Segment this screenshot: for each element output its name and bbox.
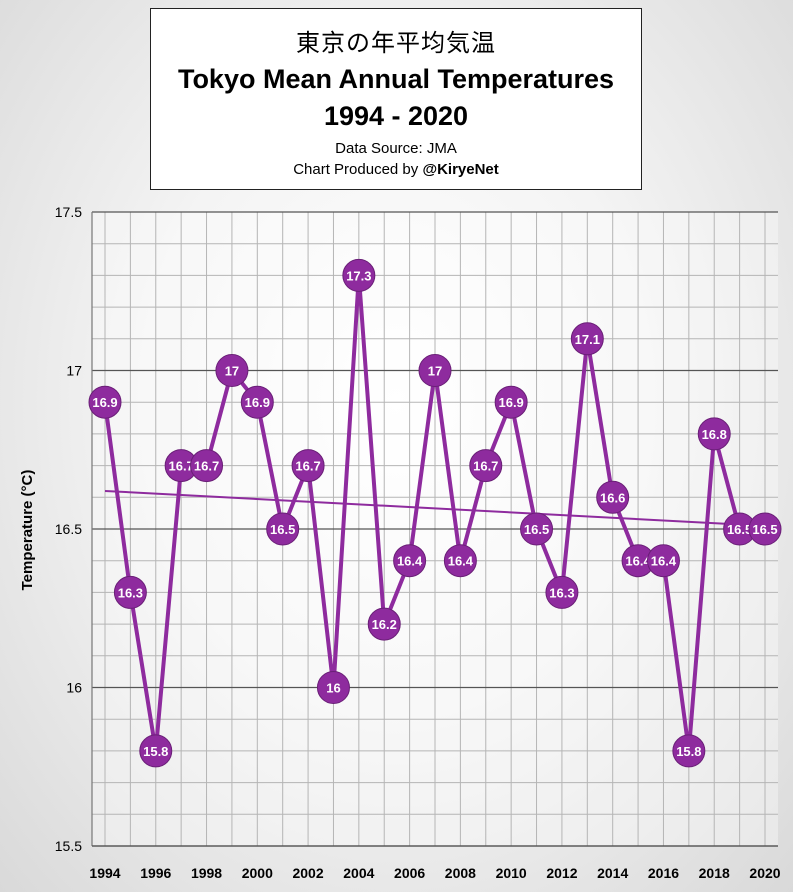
data-point — [596, 480, 630, 514]
produced-by-text: Chart Produced by @KiryeNet — [151, 161, 641, 178]
data-point — [113, 575, 147, 609]
data-point — [266, 512, 300, 546]
data-label: 15.8 — [676, 744, 701, 759]
data-point — [291, 449, 325, 483]
produced-by-handle: @KiryeNet — [422, 161, 499, 178]
x-tick-label: 1994 — [89, 865, 120, 881]
data-point — [418, 354, 452, 387]
data-label: 16.5 — [727, 522, 752, 537]
chart-title-years: 1994 - 2020 — [323, 101, 469, 131]
data-label: 16.4 — [651, 554, 677, 569]
data-label: 16.3 — [118, 585, 143, 600]
data-label: 16.7 — [473, 459, 498, 474]
data-label: 16.9 — [245, 395, 270, 410]
data-label: 16.7 — [194, 459, 219, 474]
data-label: 16.8 — [702, 427, 727, 442]
x-tick-label: 2018 — [699, 865, 730, 881]
data-label: 16.4 — [625, 554, 651, 569]
data-label: 16.4 — [448, 554, 474, 569]
data-point — [545, 575, 579, 609]
y-axis-title: Temperature (°C) — [19, 470, 36, 591]
data-label: 16.4 — [397, 554, 423, 569]
data-label: 16.7 — [295, 459, 320, 474]
chart-title-box: 東京の年平均気温 Tokyo Mean Annual Temperatures … — [150, 8, 642, 190]
data-point — [393, 544, 427, 578]
data-point — [139, 734, 173, 768]
data-point — [342, 258, 376, 292]
y-tick-label: 17 — [66, 363, 82, 379]
data-point — [240, 385, 274, 419]
data-label: 15.8 — [143, 744, 168, 759]
data-label: 16.5 — [524, 522, 549, 537]
y-tick-label: 16.5 — [55, 521, 82, 537]
data-label: 16.5 — [270, 522, 295, 537]
data-label: 17 — [225, 364, 239, 379]
chart-title-japanese: 東京の年平均気温 — [296, 29, 496, 57]
data-point — [469, 449, 503, 483]
x-tick-label: 2012 — [546, 865, 577, 881]
x-tick-label: 2010 — [496, 865, 527, 881]
data-point — [367, 607, 401, 641]
data-point — [520, 512, 554, 546]
data-point — [646, 544, 680, 578]
x-tick-label: 2006 — [394, 865, 425, 881]
data-point — [215, 354, 249, 387]
x-tick-label: 2004 — [343, 865, 374, 881]
data-label: 16.9 — [92, 395, 117, 410]
data-point — [748, 512, 782, 546]
data-label: 16.2 — [372, 617, 397, 632]
x-tick-label: 1998 — [191, 865, 222, 881]
y-tick-label: 17.5 — [55, 204, 82, 220]
x-tick-label: 2008 — [445, 865, 476, 881]
data-label: 16.3 — [549, 585, 574, 600]
data-point — [672, 734, 706, 768]
produced-by-prefix: Chart Produced by — [293, 161, 423, 178]
x-tick-label: 2000 — [242, 865, 273, 881]
data-label: 17.1 — [575, 332, 600, 347]
data-label: 17 — [428, 364, 442, 379]
data-point — [494, 385, 528, 419]
data-point — [88, 385, 122, 419]
data-label: 16.9 — [498, 395, 523, 410]
data-label: 16.6 — [600, 490, 625, 505]
data-source-text: Data Source: JMA — [335, 140, 457, 157]
data-label: 17.3 — [346, 268, 371, 283]
y-tick-label: 15.5 — [55, 838, 82, 854]
x-tick-label: 2002 — [292, 865, 323, 881]
data-label: 16.5 — [752, 522, 777, 537]
data-point — [697, 417, 731, 451]
trendline — [104, 489, 766, 527]
x-tick-label: 2016 — [648, 865, 679, 881]
x-tick-label: 2020 — [749, 865, 780, 881]
data-point — [190, 449, 224, 483]
y-tick-label: 16 — [66, 680, 82, 696]
chart-title-english: Tokyo Mean Annual Temperatures — [177, 64, 615, 94]
x-tick-label: 1996 — [140, 865, 171, 881]
data-point — [316, 671, 350, 704]
data-point — [443, 544, 477, 578]
data-point — [570, 322, 604, 356]
x-tick-label: 2014 — [597, 865, 628, 881]
data-label: 16 — [326, 681, 340, 696]
data-label: 16.7 — [168, 459, 193, 474]
